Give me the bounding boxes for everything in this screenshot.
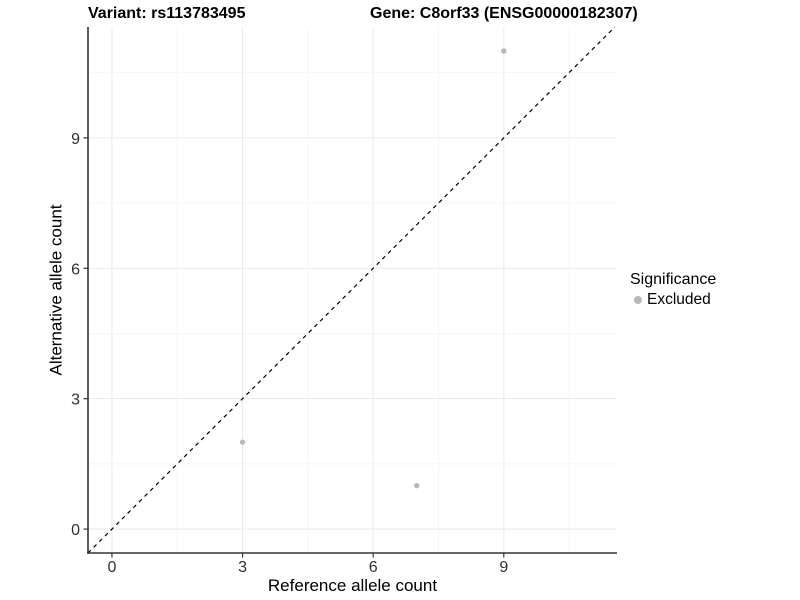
- y-tick-label: 6: [71, 261, 80, 278]
- identity-dashed-line: [87, 26, 616, 554]
- legend-item-label: Excluded: [647, 291, 711, 309]
- legend-title: Significance: [630, 271, 717, 288]
- x-tick-label: 6: [369, 559, 378, 576]
- y-tick-label: 9: [71, 131, 80, 148]
- y-axis-title: Alternative allele count: [46, 204, 66, 376]
- y-tick-label: 0: [71, 522, 80, 539]
- data-point: [501, 48, 507, 54]
- plot-title-variant: Variant: rs113783495: [88, 5, 246, 22]
- x-tick-label: 3: [238, 559, 247, 576]
- plot-title-gene: Gene: C8orf33 (ENSG00000182307): [370, 5, 638, 22]
- x-tick-label: 0: [107, 559, 116, 576]
- legend: Significance Excluded: [630, 271, 716, 309]
- x-axis-title: Reference allele count: [267, 576, 438, 595]
- excluded-point-icon: [634, 296, 642, 305]
- data-point: [414, 482, 420, 489]
- y-tick-label: 3: [71, 392, 80, 409]
- legend-item-excluded: Excluded: [630, 291, 716, 309]
- x-tick-label: 9: [499, 559, 508, 576]
- data-point: [239, 439, 246, 445]
